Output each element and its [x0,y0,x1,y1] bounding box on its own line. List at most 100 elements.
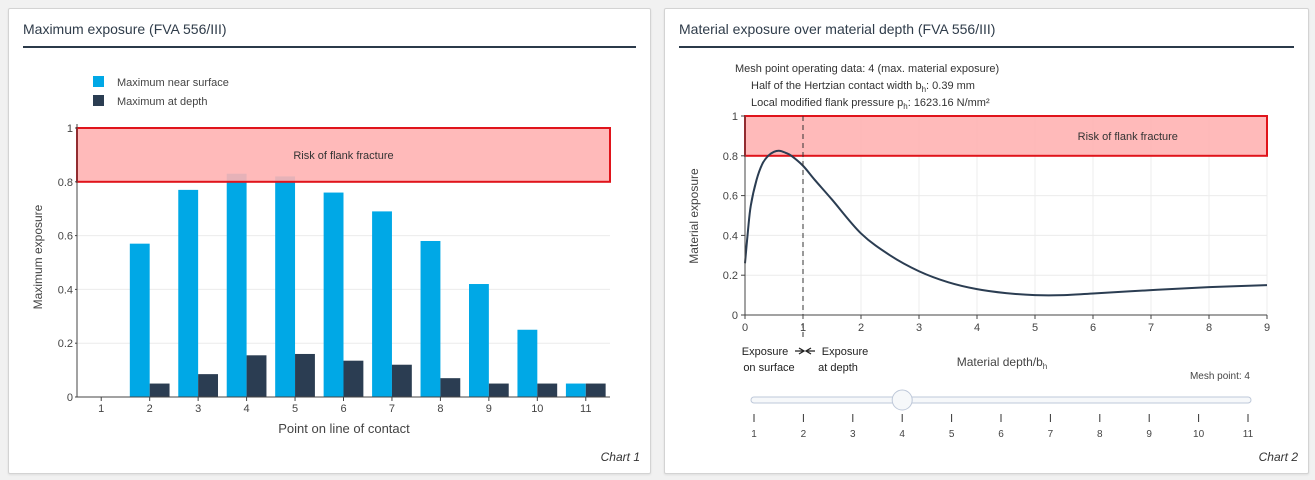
depth-label-line1: Exposure [822,346,868,358]
risk-zone-label: Risk of flank fracture [293,150,393,162]
arrow-right-icon [795,347,806,355]
x-tick-label: 0 [742,322,748,334]
legend-swatch-depth[interactable] [93,95,104,106]
slider-label: Mesh point: 4 [1190,371,1250,382]
axes: 00.20.40.60.811 2 3 4 5 6 7 8 9 10 11 [58,123,610,415]
bar-chart-panel: Maximum exposure (FVA 556/III) Maximum n… [8,8,651,474]
bar-depth[interactable] [198,374,219,397]
x-tick-label: 1 [800,322,806,334]
bar-surface[interactable] [178,189,199,397]
x-tick-label: 6 [340,403,346,415]
bar-depth[interactable] [488,383,509,397]
depth-label-line2: at depth [818,362,858,374]
bar-depth[interactable] [440,378,461,397]
bar-depth[interactable] [391,364,412,397]
slider-ticks: 1 2 3 4 5 6 7 8 9 10 11 [751,414,1254,440]
bar-surface[interactable] [420,240,441,397]
info-flank-pressure: Local modified flank pressure ph: 1623.1… [751,97,990,111]
bar-depth[interactable] [246,355,267,397]
risk-zone: Risk of flank fracture [76,127,611,183]
y-tick-label: 0.8 [723,151,738,163]
slider-tick-label: 7 [1048,429,1054,440]
slider-tick-label: 4 [899,429,905,440]
bar-depth[interactable] [537,383,558,397]
line-chart: Mesh point operating data: 4 (max. mater… [687,63,1270,440]
bar-chart: Maximum near surface Maximum at depth Ri… [31,76,611,436]
info-mesh-point: Mesh point operating data: 4 (max. mater… [735,63,999,75]
y-axis-title: Maximum exposure [31,204,45,309]
bar-surface[interactable] [323,192,344,397]
slider-handle[interactable] [891,389,913,411]
slider-tick-label: 2 [801,429,807,440]
chart-footer: Chart 2 [1258,450,1298,464]
bar-surface[interactable] [275,176,296,397]
risk-zone: Risk of flank fracture [744,115,1268,157]
y-tick-label: 0.4 [723,230,738,242]
y-tick-label: 0 [732,310,738,322]
x-tick-label: 1 [98,403,104,415]
chart-footer: Chart 1 [600,450,640,464]
y-tick-label: 0.2 [723,270,738,282]
exposure-curve [744,149,1268,297]
y-tick-label: 0.4 [58,284,73,296]
x-tick-label: 3 [195,403,201,415]
x-tick-label: 5 [1032,322,1038,334]
info-hertzian-width: Half of the Hertzian contact width bh: 0… [751,80,975,94]
slider-track[interactable] [750,396,1252,404]
slider-tick-label: 9 [1146,429,1152,440]
mesh-point-slider[interactable]: 1 2 3 4 5 6 7 8 9 10 11 [750,389,1254,440]
bar-depth[interactable] [149,383,170,397]
risk-zone-rect [744,115,1268,157]
bar-surface[interactable] [226,173,247,397]
x-tick-label: 2 [147,403,153,415]
y-axis-title: Material exposure [687,168,701,264]
x-tick-label: 8 [1206,322,1212,334]
operating-data-info: Mesh point operating data: 4 (max. mater… [735,63,999,111]
chart-legend: Maximum near surface Maximum at depth [93,76,229,108]
bar-surface[interactable] [372,211,392,397]
panel-title: Material exposure over material depth (F… [679,21,1294,48]
bar-surface[interactable] [129,243,150,397]
axes: 0 0.2 0.4 0.6 0.8 1 0 1 2 3 4 5 6 7 8 9 [723,111,1270,334]
bar-surface[interactable] [565,383,586,397]
legend-label-surface[interactable]: Maximum near surface [117,77,229,89]
slider-tick-label: 11 [1243,429,1254,440]
surface-label-line1: Exposure [742,346,788,358]
x-axis-title: Point on line of contact [278,421,410,436]
x-tick-label: 9 [486,403,492,415]
slider-tick-label: 1 [751,429,757,440]
y-tick-label: 0.2 [58,338,73,350]
slider-tick-label: 8 [1097,429,1103,440]
x-tick-label: 4 [244,403,250,415]
x-axis-title: Material depth/bh [957,355,1048,371]
arrow-left-icon [804,347,815,355]
x-tick-label: 8 [437,403,443,415]
y-tick-label: 0.8 [58,177,73,189]
x-tick-label: 7 [389,403,395,415]
bar-depth[interactable] [295,353,315,397]
y-tick-label: 0.6 [723,191,738,203]
panel-title: Maximum exposure (FVA 556/III) [23,21,636,48]
bar-depth[interactable] [585,383,606,397]
x-tick-label: 6 [1090,322,1096,334]
slider-tick-label: 6 [998,429,1004,440]
x-tick-label: 3 [916,322,922,334]
bar-depth[interactable] [343,360,364,397]
x-tick-label: 10 [531,403,543,415]
surface-label-line2: on surface [743,362,794,374]
x-tick-label: 5 [292,403,298,415]
bar-surface[interactable] [517,329,538,397]
bar-surface[interactable] [468,284,489,397]
legend-swatch-surface[interactable] [93,76,104,87]
surface-depth-annotation: Exposure on surface Exposure at depth [742,346,868,374]
y-tick-label: 1 [732,111,738,123]
x-tick-label: 7 [1148,322,1154,334]
bars [129,173,606,397]
line-chart-panel: Material exposure over material depth (F… [664,8,1309,474]
x-tick-label: 4 [974,322,980,334]
y-tick-label: 1 [67,123,73,135]
x-tick-label: 11 [580,403,591,415]
slider-tick-label: 10 [1193,429,1205,440]
slider-tick-label: 3 [850,429,856,440]
legend-label-depth[interactable]: Maximum at depth [117,96,207,108]
